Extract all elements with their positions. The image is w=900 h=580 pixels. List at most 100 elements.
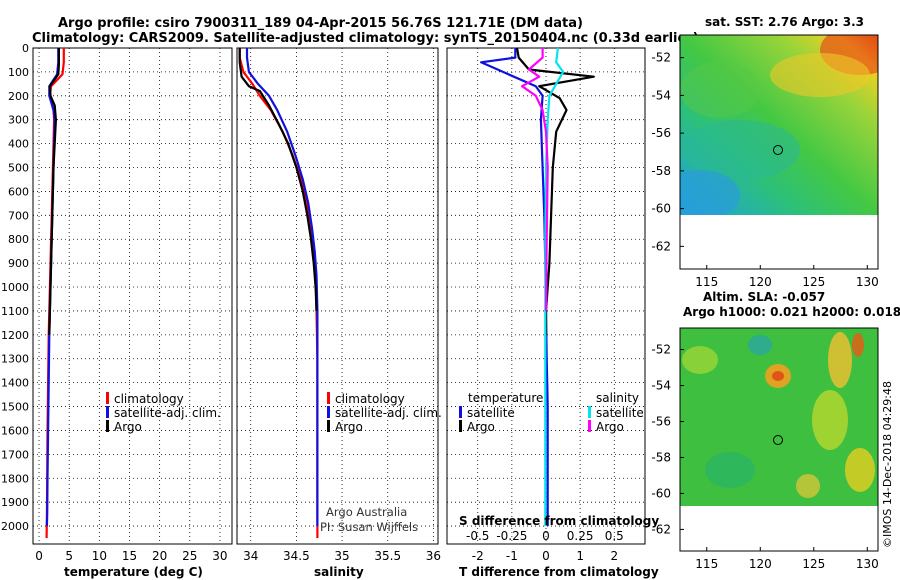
legend-label-climatology: climatology [114, 392, 184, 406]
figure-title-line1: Argo profile: csiro 7900311_189 04-Apr-2… [58, 16, 583, 31]
x-tick-label: 20 [152, 549, 167, 563]
credit-line1: Argo Australia [326, 505, 407, 519]
sla-patch [772, 371, 784, 381]
depth-tick-label: 500 [8, 162, 29, 175]
sla-map-patches [682, 332, 875, 498]
series-line-satellite-adj-clim- [245, 48, 319, 527]
map-y-tick-label: -60 [651, 202, 671, 216]
x-tick-label: 36 [426, 549, 441, 563]
legend-label-satellite: satellite-adj. clim. [335, 406, 442, 420]
legend-swatch-climatology [327, 392, 330, 404]
map-x-tick-label: 125 [802, 557, 825, 571]
series-line-salinity-argo [520, 48, 549, 311]
depth-tick-label: 100 [8, 66, 29, 79]
imos-watermark: ©IMOS 14-Dec-2018 04:29:48 [881, 381, 894, 548]
legend-label-t-argo: Argo [467, 420, 495, 434]
sst-map-title: sat. SST: 2.76 Argo: 3.3 [705, 15, 864, 29]
x-tick-label: 15 [122, 549, 137, 563]
sla-patch [845, 448, 875, 492]
s-difference-tick-label: -0.25 [496, 529, 527, 543]
depth-tick-label: 1200 [1, 329, 29, 342]
map-y-tick-label: -52 [651, 51, 671, 65]
depth-tick-label: 400 [8, 138, 29, 151]
salinity-panel [236, 47, 439, 545]
depth-tick-label: 1000 [1, 281, 29, 294]
sla-map-title2: Argo h1000: 0.021 h2000: 0.018 [683, 305, 900, 319]
sst-patch [680, 170, 740, 215]
sla-patch [748, 335, 772, 355]
map-y-tick-label: -52 [651, 343, 671, 357]
x-tick-label: -1 [506, 549, 518, 563]
legend-header-temperature: temperature [468, 391, 543, 405]
depth-tick-label: 1400 [1, 377, 29, 390]
sst-patch [770, 53, 870, 97]
difference-legend: temperature salinity satellite Argo sate… [459, 391, 644, 434]
map-y-tick-label: -58 [651, 164, 671, 178]
sla-patch [812, 390, 848, 450]
series-line-salinity-satellite [544, 47, 565, 527]
depth-tick-label: 700 [8, 209, 29, 222]
temperature-x-label: temperature (deg C) [64, 565, 203, 579]
legend-swatch-satellite [106, 406, 109, 418]
sla-patch [682, 346, 718, 374]
sla-patch [705, 452, 755, 488]
s-difference-title: S difference from climatology [459, 514, 659, 528]
x-tick-label: 35 [334, 549, 349, 563]
sla-map-nodata [680, 506, 878, 551]
temperature-legend: climatology satellite-adj. clim. Argo [106, 392, 221, 434]
x-tick-label: 5 [65, 549, 73, 563]
sst-map-nodata [680, 215, 878, 269]
x-tick-label: 34.5 [283, 549, 310, 563]
x-tick-label: 30 [212, 549, 227, 563]
depth-tick-label: 600 [8, 185, 29, 198]
x-tick-label: 25 [182, 549, 197, 563]
legend-label-s-satellite: satellite [596, 406, 644, 420]
x-tick-label: 35.5 [374, 549, 401, 563]
depth-tick-label: 800 [8, 233, 29, 246]
map-y-tick-label: -60 [651, 486, 671, 500]
sla-map-title1: Altim. SLA: -0.057 [703, 290, 825, 304]
map-y-tick-label: -56 [651, 126, 671, 140]
legend-label-climatology: climatology [335, 392, 405, 406]
x-tick-label: 10 [92, 549, 107, 563]
legend-label-argo: Argo [114, 420, 142, 434]
legend-label-s-argo: Argo [596, 420, 624, 434]
figure-title-line2: Climatology: CARS2009. Satellite-adjuste… [32, 31, 699, 46]
salinity-x-label: salinity [314, 565, 364, 579]
map-y-tick-label: -62 [651, 522, 671, 536]
depth-tick-label: 0 [22, 42, 29, 55]
map-x-tick-label: 130 [856, 557, 879, 571]
legend-header-salinity: salinity [596, 391, 639, 405]
x-tick-label: 1 [576, 549, 584, 563]
sla-patch [828, 332, 852, 388]
x-tick-label: 34 [243, 549, 258, 563]
series-line-argo [238, 48, 318, 311]
legend-swatch-s-satellite [588, 406, 591, 418]
depth-tick-label: 900 [8, 257, 29, 270]
depth-tick-label: 1600 [1, 424, 29, 437]
difference-x-label: T difference from climatology [459, 565, 659, 579]
legend-swatch-argo [327, 420, 330, 432]
map-y-tick-label: -54 [651, 88, 671, 102]
sst-map-frame [679, 34, 879, 270]
legend-label-argo: Argo [335, 420, 363, 434]
depth-tick-label: 300 [8, 114, 29, 127]
x-tick-label: 0 [35, 549, 43, 563]
depth-tick-label: 200 [8, 90, 29, 103]
s-difference-tick-label: -0.5 [466, 529, 489, 543]
credit-line2: PI: Susan Wijffels [320, 520, 418, 534]
sst-map-patches [680, 35, 878, 215]
legend-swatch-satellite [327, 406, 330, 418]
depth-tick-label: 1100 [1, 305, 29, 318]
map-y-tick-label: -58 [651, 450, 671, 464]
legend-swatch-argo [106, 420, 109, 432]
map-x-tick-label: 115 [695, 557, 718, 571]
legend-label-t-satellite: satellite [467, 406, 515, 420]
series-line-temperature-satellite [480, 48, 549, 527]
depth-tick-label: 1900 [1, 496, 29, 509]
sla-float-marker [773, 435, 783, 445]
depth-tick-label: 1300 [1, 353, 29, 366]
salinity-legend: climatology satellite-adj. clim. Argo [327, 392, 442, 434]
legend-label-satellite: satellite-adj. clim. [114, 406, 221, 420]
map-x-tick-label: 115 [695, 275, 718, 289]
